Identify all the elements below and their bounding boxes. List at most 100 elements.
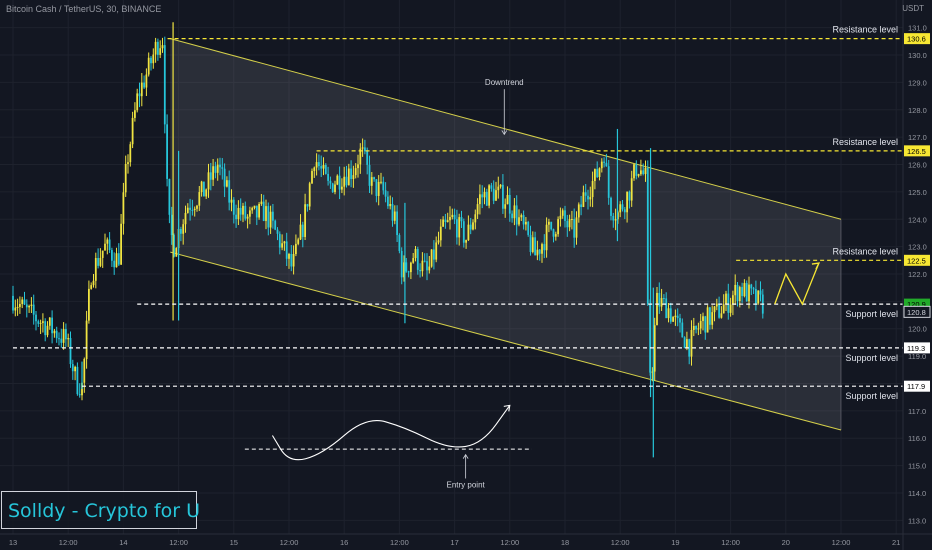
x-tick-label: 12:00 xyxy=(721,538,740,547)
candle-body xyxy=(642,170,645,175)
candle-body xyxy=(246,216,249,219)
candle-body xyxy=(446,220,449,223)
candle-body xyxy=(538,249,541,254)
candle-body xyxy=(260,201,263,204)
x-tick-label: 12:00 xyxy=(832,538,851,547)
candle-body xyxy=(99,257,102,266)
candle-body xyxy=(752,288,755,290)
candle-body xyxy=(272,211,274,221)
candle-body xyxy=(209,172,212,180)
level-caption: Support level xyxy=(845,309,898,319)
candle-body xyxy=(94,258,97,281)
candle-body xyxy=(479,194,481,205)
candle-body xyxy=(285,241,288,259)
candle-body xyxy=(152,54,155,64)
candle-body xyxy=(42,321,44,323)
candle-body xyxy=(467,224,470,241)
candle-body xyxy=(196,205,198,209)
candle-body xyxy=(203,181,205,197)
candle-body xyxy=(497,186,500,191)
price-axis[interactable]: 113.0114.0115.0116.0117.0118.0119.0120.0… xyxy=(902,0,931,550)
candle-body xyxy=(382,181,385,191)
candle-body xyxy=(545,224,548,251)
candle-body xyxy=(39,322,42,324)
candle-body xyxy=(221,167,224,169)
candle-body xyxy=(663,298,665,300)
entry-wave-curve xyxy=(271,405,511,461)
candle-body xyxy=(534,237,536,256)
candle-body xyxy=(529,234,532,252)
candle-body xyxy=(341,186,343,190)
candle-body xyxy=(327,173,329,181)
y-tick-label: 115.0 xyxy=(908,462,926,471)
candle-body xyxy=(584,192,587,196)
candle-body xyxy=(51,317,53,334)
candle-body xyxy=(566,220,569,228)
candle-body xyxy=(550,221,553,230)
y-tick-label: 114.0 xyxy=(908,489,926,498)
candle-body xyxy=(71,364,74,372)
candle-body xyxy=(92,280,95,286)
candle-body xyxy=(460,217,463,222)
candle-body xyxy=(603,161,605,163)
time-axis[interactable]: 13 12:00 14 12:00 15 12:00 16 12:00 17 12:00 18 12:… xyxy=(0,533,932,547)
candle-body xyxy=(170,214,173,236)
candle-body xyxy=(216,164,219,173)
candle-body xyxy=(147,57,150,75)
candle-body xyxy=(237,207,240,220)
level-caption: Resistance level xyxy=(832,137,898,147)
candle-body xyxy=(191,209,194,211)
candle-body xyxy=(336,175,339,185)
candle-body xyxy=(543,244,546,251)
candle-body xyxy=(637,174,640,176)
candle-body xyxy=(46,325,49,336)
candle-body xyxy=(366,151,369,165)
candle-body xyxy=(55,330,58,339)
candle-body xyxy=(311,171,313,184)
candle-body xyxy=(334,184,336,193)
candle-body xyxy=(283,241,286,244)
price-label-130.6: 130.6 xyxy=(907,35,926,44)
y-tick-label: 120.0 xyxy=(908,325,927,334)
candle-body xyxy=(488,185,490,206)
candle-body xyxy=(623,209,626,213)
candle-body xyxy=(462,221,465,243)
candle-body xyxy=(143,82,145,88)
level-caption: Support level xyxy=(845,391,898,401)
candle-body xyxy=(228,180,231,203)
candle-body xyxy=(653,325,656,372)
candle-body xyxy=(513,205,516,219)
candle-body xyxy=(25,304,28,308)
candle-body xyxy=(748,284,750,302)
candle-body xyxy=(313,167,316,172)
candle-body xyxy=(124,163,127,193)
candle-body xyxy=(745,283,748,302)
candle-body xyxy=(258,203,260,218)
candle-body xyxy=(12,295,14,311)
candle-body xyxy=(442,219,444,227)
price-label-bg xyxy=(904,380,930,392)
y-tick-label: 117.0 xyxy=(908,407,926,416)
x-tick-label: 14 xyxy=(119,538,127,547)
candle-body xyxy=(145,74,148,88)
candle-body xyxy=(324,165,327,174)
candle-body xyxy=(607,166,610,198)
candle-body xyxy=(580,204,582,208)
candle-body xyxy=(108,239,111,251)
candle-body xyxy=(230,199,233,203)
candle-body xyxy=(469,224,472,230)
candle-body xyxy=(315,162,318,168)
candle-body xyxy=(416,249,419,270)
channel-upper-line xyxy=(170,38,842,220)
candle-body xyxy=(669,308,672,322)
candle-body xyxy=(435,242,438,260)
candle-body xyxy=(738,287,741,302)
candle-body xyxy=(350,168,352,179)
candle-body xyxy=(548,221,550,225)
candle-body xyxy=(598,168,601,178)
candle-body xyxy=(465,240,467,243)
candle-body xyxy=(134,110,136,118)
candle-body xyxy=(439,226,442,241)
y-tick-label: 113.0 xyxy=(908,516,926,525)
